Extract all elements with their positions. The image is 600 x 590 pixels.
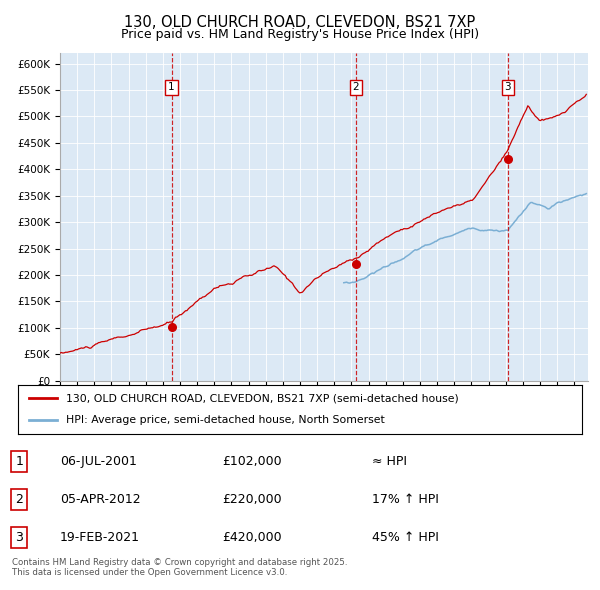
Text: 06-JUL-2001: 06-JUL-2001 xyxy=(60,455,137,468)
Text: Contains HM Land Registry data © Crown copyright and database right 2025.
This d: Contains HM Land Registry data © Crown c… xyxy=(12,558,347,577)
Text: £102,000: £102,000 xyxy=(222,455,281,468)
Text: 130, OLD CHURCH ROAD, CLEVEDON, BS21 7XP: 130, OLD CHURCH ROAD, CLEVEDON, BS21 7XP xyxy=(124,15,476,30)
Text: ≈ HPI: ≈ HPI xyxy=(372,455,407,468)
Text: 1: 1 xyxy=(15,455,23,468)
Text: 2: 2 xyxy=(353,83,359,93)
Text: 45% ↑ HPI: 45% ↑ HPI xyxy=(372,531,439,544)
Text: 19-FEB-2021: 19-FEB-2021 xyxy=(60,531,140,544)
Text: 130, OLD CHURCH ROAD, CLEVEDON, BS21 7XP (semi-detached house): 130, OLD CHURCH ROAD, CLEVEDON, BS21 7XP… xyxy=(66,394,458,404)
Text: £220,000: £220,000 xyxy=(222,493,281,506)
Text: 05-APR-2012: 05-APR-2012 xyxy=(60,493,140,506)
Text: 2: 2 xyxy=(15,493,23,506)
Text: 3: 3 xyxy=(15,531,23,544)
Text: 3: 3 xyxy=(505,83,511,93)
Text: HPI: Average price, semi-detached house, North Somerset: HPI: Average price, semi-detached house,… xyxy=(66,415,385,425)
Text: 1: 1 xyxy=(168,83,175,93)
Text: 17% ↑ HPI: 17% ↑ HPI xyxy=(372,493,439,506)
Text: Price paid vs. HM Land Registry's House Price Index (HPI): Price paid vs. HM Land Registry's House … xyxy=(121,28,479,41)
Text: £420,000: £420,000 xyxy=(222,531,281,544)
